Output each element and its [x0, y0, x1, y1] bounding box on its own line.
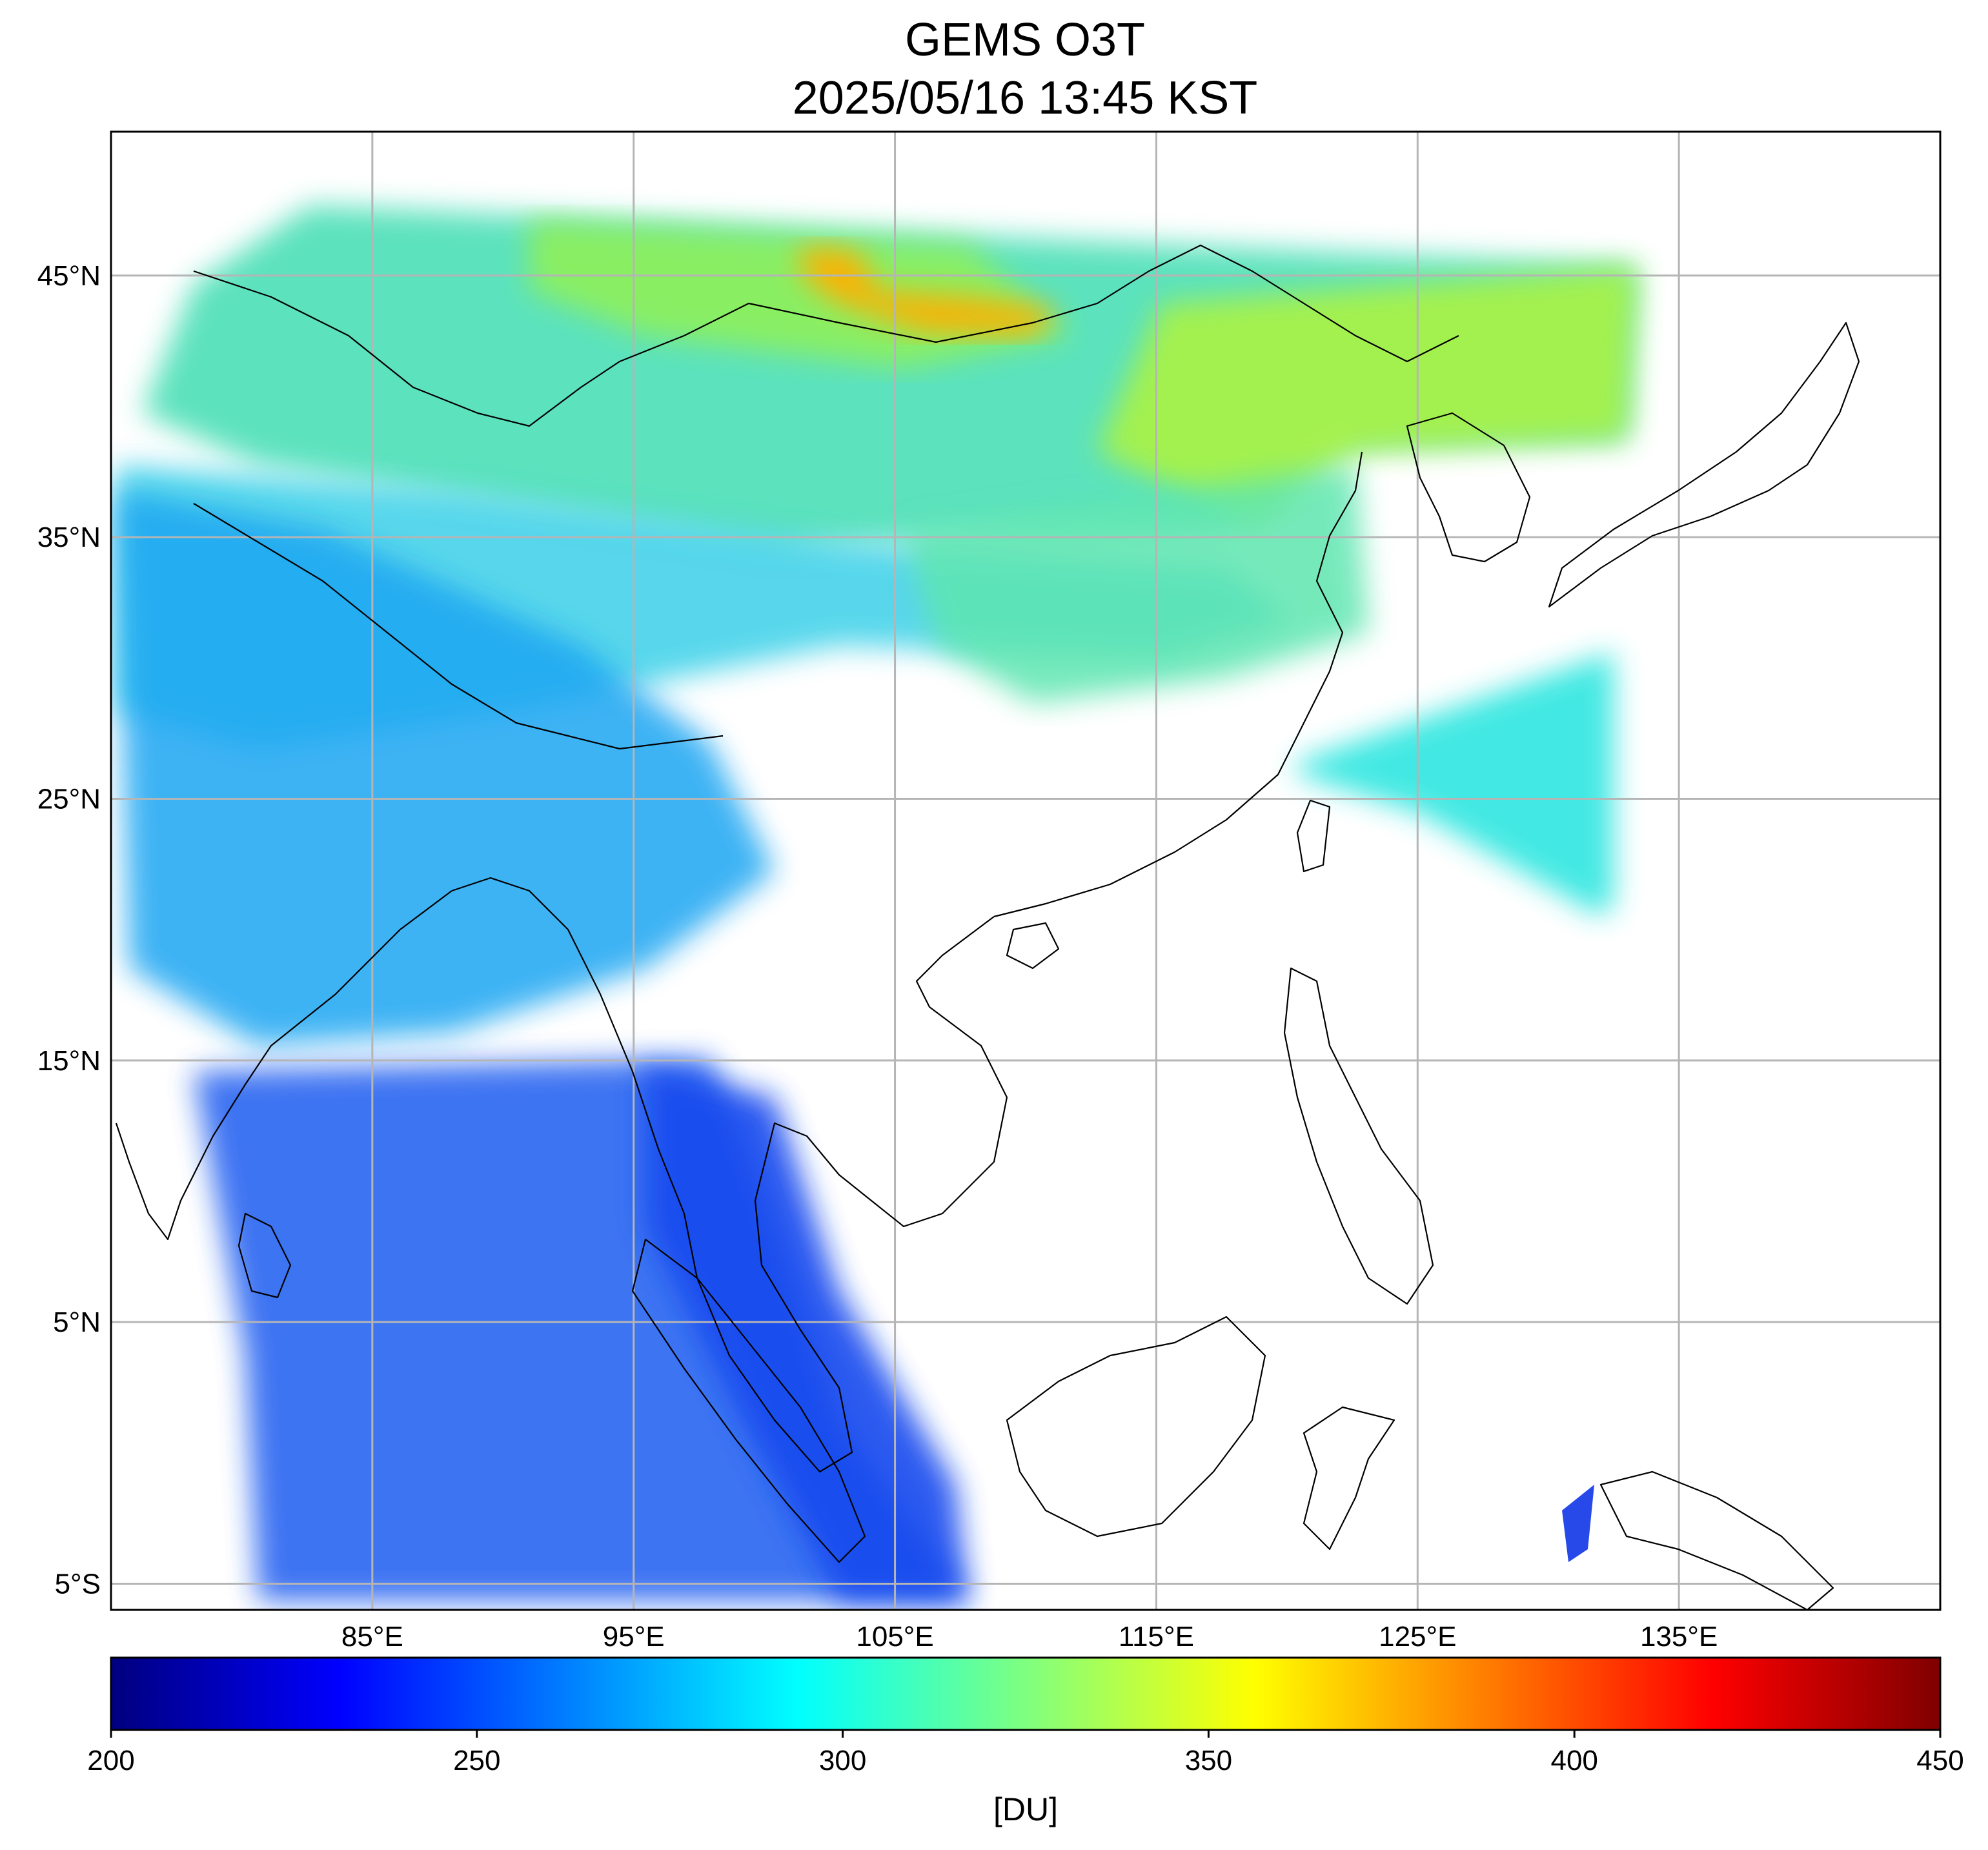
ozone-swath-northeast	[1097, 266, 1636, 529]
lon-tick-label: 115°E	[1119, 1621, 1194, 1652]
lat-tick-label: 25°N	[37, 784, 101, 815]
map-frame	[110, 130, 1942, 1611]
border-himalaya	[193, 503, 724, 750]
coastline-philippines	[1283, 967, 1434, 1305]
ozone-swath-india	[116, 491, 775, 1046]
coastline-sri-lanka	[238, 1212, 292, 1299]
coastline-taiwan	[1296, 799, 1331, 873]
lat-tick-label: 15°N	[37, 1045, 101, 1077]
lon-tick-label: 105°E	[856, 1621, 933, 1652]
graticule	[111, 132, 1940, 1610]
coastline-sulawesi	[1303, 1406, 1395, 1550]
lat-tick-label: 5°N	[53, 1306, 101, 1338]
coastlines	[115, 244, 1860, 1610]
ozone-swath-layer	[116, 205, 1636, 1601]
lon-tick-label: 125°E	[1379, 1621, 1456, 1652]
border-central-asia	[193, 270, 749, 427]
ozone-high-patch	[800, 245, 1059, 336]
coastline-sumatra	[631, 1238, 866, 1563]
lat-tick-label: 45°N	[37, 260, 101, 292]
coastline-china-east	[993, 451, 1363, 918]
coastline-korea	[1406, 412, 1531, 563]
ozone-swath-west-pacific	[1297, 652, 1614, 917]
border-china-mongolia	[748, 244, 1459, 363]
map-panel	[110, 130, 1942, 1611]
map-title: GEMS O3T	[905, 14, 1145, 66]
ozone-swath-east-china	[904, 465, 1368, 704]
coastline-hainan	[1006, 922, 1060, 970]
colorbar-tick-label: 350	[1185, 1745, 1232, 1776]
lat-tick-label: 5°S	[55, 1568, 101, 1600]
colorbar: 200 250 300 350 400 450 [DU]	[87, 1656, 1964, 1827]
coastline-japan	[1548, 321, 1860, 608]
ozone-patch-new-guinea	[1562, 1485, 1594, 1562]
colorbar-tick-label: 300	[819, 1745, 866, 1776]
lon-tick-label: 85°E	[341, 1621, 403, 1652]
colorbar-unit-label: [DU]	[993, 1791, 1058, 1827]
colorbar-ticks: 200 250 300 350 400 450	[87, 1730, 1964, 1776]
coastline-india	[115, 890, 452, 1241]
lon-tick-label: 95°E	[603, 1621, 665, 1652]
map-subtitle-datetime: 2025/05/16 13:45 KST	[793, 72, 1258, 124]
colorbar-tick-label: 450	[1916, 1745, 1963, 1776]
latitude-labels: 45°N 35°N 25°N 15°N 5°N 5°S	[37, 260, 101, 1600]
colorbar-tick-label: 400	[1550, 1745, 1598, 1776]
lon-tick-label: 135°E	[1640, 1621, 1718, 1652]
ozone-swath-sumatra	[645, 1065, 968, 1601]
colorbar-tick-label: 250	[453, 1745, 500, 1776]
colorbar-gradient	[110, 1656, 1942, 1731]
lat-tick-label: 35°N	[37, 522, 101, 553]
coastline-borneo	[1006, 1316, 1266, 1538]
colorbar-tick-label: 200	[87, 1745, 134, 1776]
coastline-indochina	[451, 877, 1008, 1473]
coastline-new-guinea	[1599, 1470, 1834, 1610]
longitude-labels: 85°E 95°E 105°E 115°E 125°E 135°E	[341, 1621, 1718, 1652]
